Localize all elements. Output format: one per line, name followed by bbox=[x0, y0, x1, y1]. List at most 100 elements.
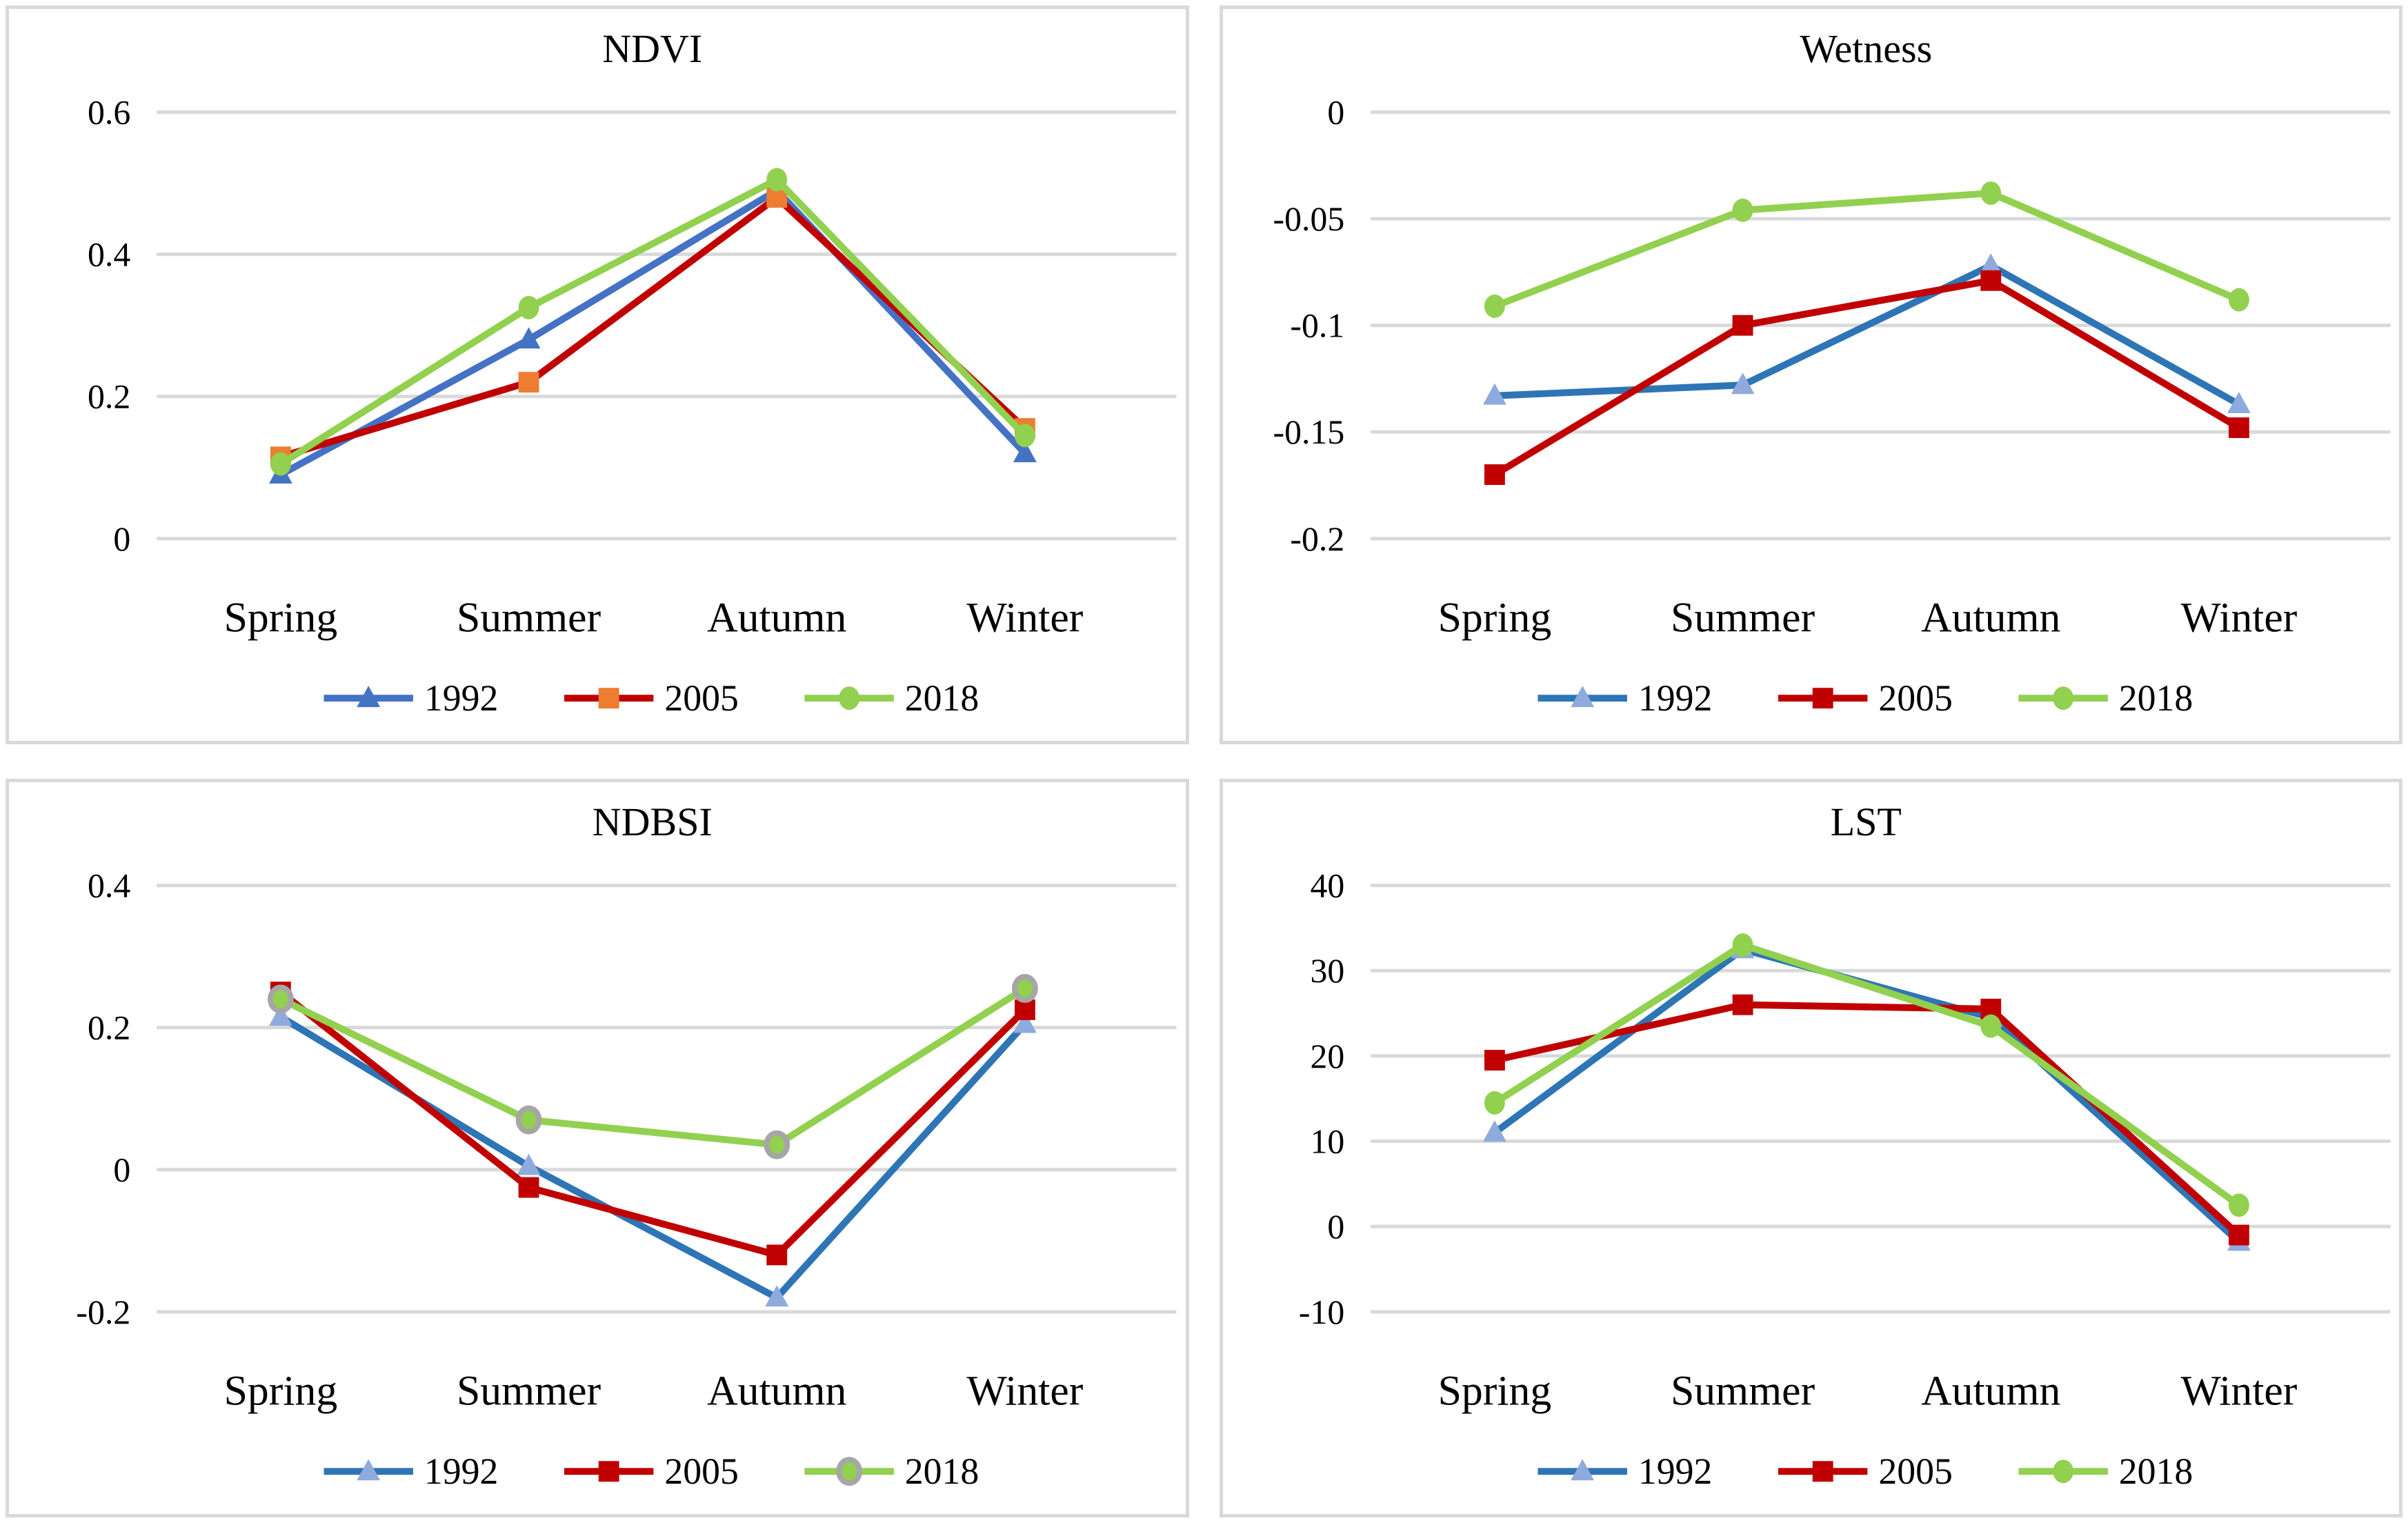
series-2018-circle-marker bbox=[1980, 1014, 2001, 1038]
y-axis-tick-label: -0.2 bbox=[1290, 520, 1344, 558]
series-2018-circle-marker bbox=[2228, 1193, 2249, 1217]
legend-1992-triangle-marker bbox=[357, 1459, 381, 1481]
series-1992-triangle-marker bbox=[517, 1153, 541, 1175]
x-axis-category-label: Autumn bbox=[707, 1367, 846, 1414]
chart-title-ndbsi: NDBSI bbox=[592, 799, 713, 844]
series-line-1992 bbox=[1491, 262, 2242, 408]
series-2018-circle-marker bbox=[2228, 288, 2249, 312]
series-2005-square-marker bbox=[1484, 464, 1505, 486]
series-2005-square-marker bbox=[518, 372, 539, 393]
series-2005-square-marker bbox=[1484, 1050, 1505, 1071]
legend-label-2005: 2005 bbox=[664, 1451, 739, 1492]
x-axis-category-label: Summer bbox=[1670, 594, 1815, 641]
x-axis-category-label: Winter bbox=[2180, 1367, 2297, 1414]
legend-1992-triangle-marker bbox=[1570, 686, 1594, 708]
series-2018-circle-marker bbox=[1484, 294, 1505, 318]
x-axis-category-label: Spring bbox=[1437, 594, 1551, 641]
x-axis-category-label: Winter bbox=[2180, 594, 2297, 641]
y-axis-tick-label: -10 bbox=[1298, 1293, 1344, 1331]
legend-2018-circle-marker bbox=[2052, 1460, 2073, 1484]
y-axis-tick-label: 0 bbox=[113, 1151, 130, 1189]
x-axis-category-label: Summer bbox=[457, 1367, 601, 1414]
series-2018-circle-marker bbox=[764, 1130, 790, 1159]
chart-title-lst: LST bbox=[1830, 799, 1902, 844]
x-axis-category-label: Winter bbox=[966, 1367, 1083, 1414]
y-axis-tick-label: 0 bbox=[113, 520, 130, 558]
legend-1992-triangle-marker bbox=[357, 686, 381, 708]
legend-label-1992: 1992 bbox=[424, 677, 499, 719]
x-axis-category-label: Autumn bbox=[1921, 1367, 2060, 1414]
series-2018-circle-marker bbox=[1014, 424, 1035, 448]
legend-1992-triangle-marker bbox=[1570, 1459, 1594, 1481]
series-1992-triangle-marker bbox=[1013, 441, 1037, 463]
legend-label-2018: 2018 bbox=[2118, 1451, 2193, 1492]
legend-2018-circle-marker bbox=[836, 1457, 863, 1486]
y-axis-tick-label: 40 bbox=[1310, 866, 1344, 904]
series-line-2005 bbox=[277, 988, 1028, 1259]
wetness-line-chart: 0 -0.05 -0.1 -0.15 -0.2 Spring Summer Autumn Win… bbox=[1273, 93, 2391, 719]
y-axis-tick-label: 0.6 bbox=[88, 93, 130, 131]
legend-label-2018: 2018 bbox=[905, 677, 979, 719]
legend-2005-square-marker bbox=[1812, 1461, 1833, 1482]
series-1992-triangle-marker bbox=[2227, 392, 2251, 414]
series-1992-triangle-marker bbox=[1978, 253, 2002, 275]
y-axis-tick-label: 0.2 bbox=[88, 1009, 130, 1047]
legend-2005-square-marker bbox=[598, 688, 619, 709]
y-axis-tick-label: -0.15 bbox=[1273, 413, 1344, 451]
y-axis-tick-label: 0 bbox=[1327, 93, 1344, 131]
panel-ndbsi: NDBSI 0.4 0.2 0 -0.2 Spring Summer Autumn Winte… bbox=[6, 779, 1189, 1517]
series-2018-circle-marker bbox=[270, 452, 291, 476]
ndvi-line-chart: 0.6 0.4 0.2 0 Spring Summer Autumn Winter 1992 20… bbox=[88, 93, 1177, 719]
legend-label-1992: 1992 bbox=[1638, 1451, 1712, 1492]
series-2018-circle-marker bbox=[766, 168, 788, 192]
x-axis-category-label: Spring bbox=[1437, 1367, 1551, 1414]
series-1992-triangle-marker bbox=[268, 1004, 292, 1026]
x-axis-category-label: Spring bbox=[224, 594, 338, 641]
y-axis-tick-label: 30 bbox=[1310, 952, 1344, 990]
series-line-2018 bbox=[277, 176, 1028, 468]
y-axis-tick-label: 0.2 bbox=[88, 378, 130, 416]
series-line-1992 bbox=[1491, 946, 2242, 1246]
series-line-1992 bbox=[277, 186, 1028, 479]
x-axis-category-label: Winter bbox=[966, 594, 1083, 641]
y-axis-tick-label: -0.05 bbox=[1273, 200, 1344, 238]
legend-2005-square-marker bbox=[1812, 688, 1833, 709]
legend-label-1992: 1992 bbox=[424, 1451, 499, 1492]
series-1992-triangle-marker bbox=[765, 1285, 789, 1307]
series-2018-circle-marker bbox=[1980, 181, 2001, 205]
series-2005-square-marker bbox=[2228, 1224, 2249, 1246]
series-2018-circle-marker bbox=[267, 984, 294, 1014]
y-axis-tick-label: 0.4 bbox=[88, 236, 130, 274]
y-axis-tick-label: 0.4 bbox=[88, 866, 130, 904]
panel-wetness: Wetness 0 -0.05 -0.1 -0.15 -0.2 Spring Summer A… bbox=[1219, 6, 2402, 744]
y-axis-tick-label: -0.2 bbox=[76, 1293, 130, 1331]
x-axis-category-label: Summer bbox=[1670, 1367, 1815, 1414]
series-2018-circle-marker bbox=[1484, 1091, 1505, 1115]
series-1992-triangle-marker bbox=[1482, 383, 1506, 405]
legend-2005-square-marker bbox=[598, 1461, 619, 1482]
legend-2018-circle-marker bbox=[2052, 686, 2073, 710]
series-1992-triangle-marker bbox=[1482, 1120, 1506, 1142]
panel-ndvi: NDVI 0.6 0.4 0.2 0 Spring Summer Autumn Winter 1… bbox=[6, 6, 1189, 744]
x-axis-category-label: Summer bbox=[457, 594, 601, 641]
series-2005-square-marker bbox=[2228, 417, 2249, 439]
panel-lst: LST 40 30 20 10 0 -10 Spring Summer Autumn Winter… bbox=[1219, 779, 2402, 1517]
series-2005-square-marker bbox=[518, 1177, 539, 1198]
legend-label-1992: 1992 bbox=[1638, 677, 1712, 719]
series-line-2005 bbox=[1491, 1001, 2242, 1239]
series-2005-square-marker bbox=[1732, 994, 1753, 1015]
legend-label-2005: 2005 bbox=[664, 677, 739, 719]
series-1992-triangle-marker bbox=[1731, 372, 1754, 395]
series-2018-circle-marker bbox=[1732, 198, 1753, 222]
lst-line-chart: 40 30 20 10 0 -10 Spring Summer Autumn Winter 1992… bbox=[1298, 866, 2391, 1492]
x-axis-category-label: Autumn bbox=[1921, 594, 2060, 641]
series-2018-circle-marker bbox=[1011, 974, 1038, 1003]
series-line-2005 bbox=[1491, 277, 2242, 479]
ndbsi-line-chart: 0.4 0.2 0 -0.2 Spring Summer Autumn Winter 1992 2… bbox=[76, 866, 1177, 1492]
legend-2018-circle-marker bbox=[839, 686, 860, 710]
series-2005-square-marker bbox=[1014, 999, 1035, 1020]
chart-title-ndvi: NDVI bbox=[602, 26, 703, 71]
legend-label-2018: 2018 bbox=[905, 1451, 979, 1492]
series-2018-circle-marker bbox=[1732, 933, 1753, 957]
